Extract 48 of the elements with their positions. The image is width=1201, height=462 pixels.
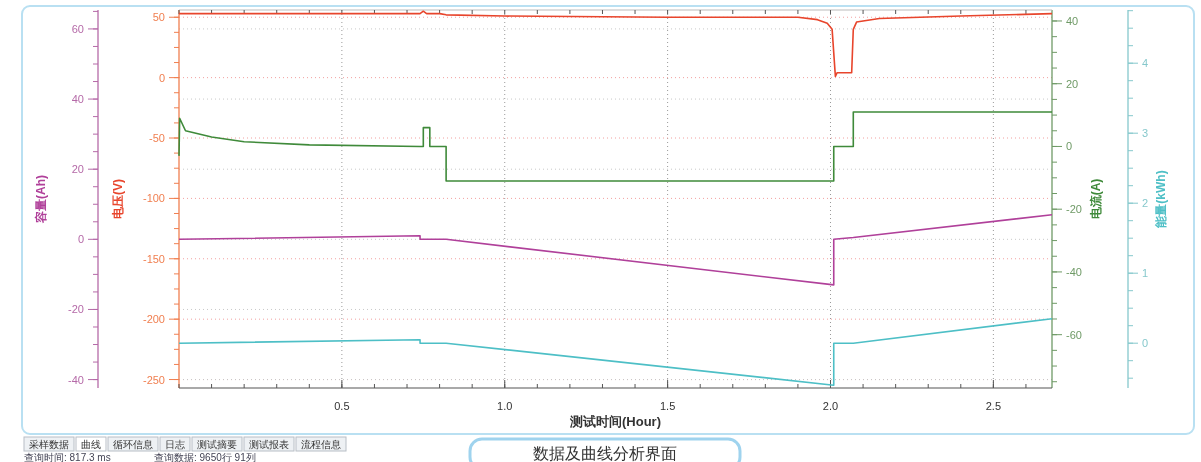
text: 循环信息: [113, 439, 153, 450]
y3-tick-label: 20: [71, 163, 84, 176]
line-series: [178, 317, 1053, 386]
y-axis-title: 电压(V): [111, 179, 125, 219]
y-tick-label: -200: [142, 313, 165, 326]
x-axis-title: 测试时间(Hour): [569, 414, 661, 429]
y-tick-label: 0: [158, 71, 165, 84]
y2-tick-label: -60: [1066, 328, 1082, 341]
y3-tick-label: 0: [77, 233, 84, 246]
y-tick-label: 2: [1142, 197, 1149, 210]
y-tick-label: 3: [1142, 127, 1149, 140]
x-tick-label: 1.0: [497, 400, 513, 412]
y-tick-label: -50: [149, 132, 165, 145]
y2-tick-label: 0: [1066, 140, 1073, 153]
y2-tick-label: -20: [1066, 203, 1082, 216]
text: 查询时间: 817.3 ms: [24, 452, 111, 462]
y-axis-title: 能量(kWh): [1154, 170, 1168, 228]
y-tick-label: 50: [152, 11, 165, 24]
text: 查询数据: 9650行 91列: [154, 452, 256, 462]
y3-tick-label: 40: [71, 93, 84, 106]
y-tick-label: -250: [142, 373, 165, 386]
text: 日志: [165, 439, 185, 450]
y-tick-label: -150: [142, 252, 165, 265]
text: 曲线: [81, 439, 101, 450]
x-tick-label: 1.5: [659, 400, 676, 412]
y3-tick-label: 60: [71, 22, 84, 35]
y-tick-label: 1: [1142, 267, 1149, 280]
y3-tick-label: -40: [68, 373, 84, 386]
y-tick-label: 0: [1142, 337, 1149, 350]
text: 流程信息: [301, 439, 341, 450]
x-tick-label: 2.0: [822, 400, 839, 412]
line-series: [178, 111, 1053, 182]
y2-tick-label: 20: [1066, 77, 1079, 90]
line-series: [178, 213, 1053, 286]
line-series: [178, 10, 1053, 78]
y3-axis-title: 容量(Ah): [34, 175, 48, 224]
text: 数据及曲线分析界面: [533, 445, 677, 462]
y2-axis-title: 电流(A): [1089, 178, 1103, 220]
x-tick-label: 2.5: [985, 400, 1002, 412]
x-tick-label: 0.5: [334, 400, 350, 412]
text: 测试摘要: [197, 439, 237, 450]
y-tick-label: -100: [142, 192, 165, 205]
y-tick-label: 4: [1142, 57, 1149, 70]
text: 测试报表: [249, 439, 289, 450]
text: 采样数据: [29, 439, 69, 450]
y3-tick-label: -20: [68, 303, 84, 316]
y2-tick-label: -40: [1066, 265, 1082, 278]
y2-tick-label: 40: [1066, 14, 1079, 27]
